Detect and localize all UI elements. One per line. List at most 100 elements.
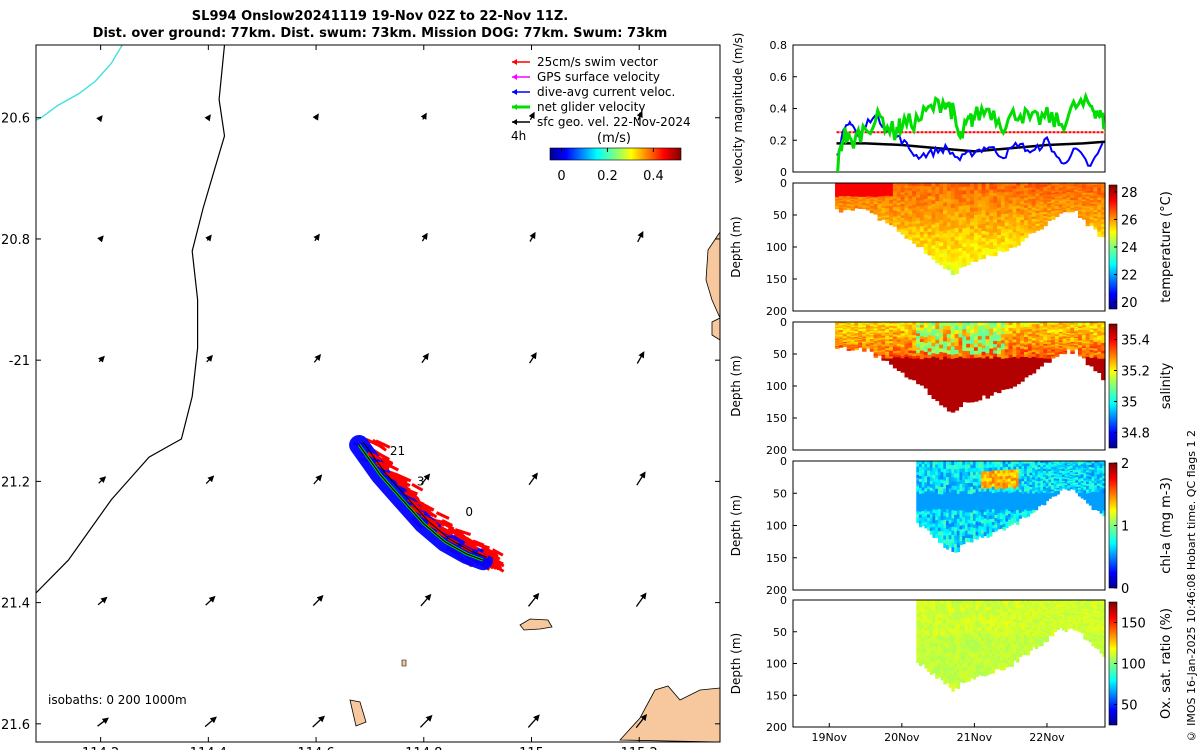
- section-cell: [954, 548, 958, 553]
- section-cell: [1064, 480, 1068, 482]
- section-cell: [1013, 483, 1017, 487]
- section-cell: [1096, 508, 1101, 511]
- section-cell: [966, 332, 971, 338]
- section-cell: [1045, 468, 1049, 471]
- section-cell: [881, 211, 886, 214]
- section-cell: [1031, 322, 1037, 325]
- section-cell: [1088, 501, 1093, 504]
- section-cell: [896, 211, 902, 215]
- section-cell: [927, 348, 933, 353]
- section-cell: [1058, 330, 1064, 333]
- section-cell: [956, 547, 961, 553]
- section-cell: [1088, 485, 1093, 488]
- section-cell: [1045, 462, 1049, 466]
- section-cell: [1058, 209, 1064, 211]
- section-cell: [956, 526, 961, 532]
- section-cell: [1070, 188, 1075, 191]
- section-cell: [954, 346, 960, 351]
- section-cell: [1024, 512, 1028, 516]
- section-cell: [1089, 192, 1095, 196]
- section-cell: [1066, 334, 1071, 336]
- section-cell: [970, 530, 974, 536]
- section-cell: [1096, 496, 1101, 500]
- section-cell: [935, 478, 939, 483]
- section-cell: [1031, 349, 1037, 353]
- section-cell: [997, 510, 1001, 514]
- section-cell: [939, 322, 944, 327]
- section-cell: [873, 207, 879, 209]
- section-cell: [1012, 226, 1017, 230]
- section-cell: [940, 464, 944, 469]
- section-cell: [1051, 194, 1056, 197]
- section-cell: [1020, 335, 1025, 339]
- section-cell: [916, 372, 921, 376]
- section-cell: [943, 183, 948, 188]
- section-cell: [994, 483, 998, 487]
- section-cell: [977, 196, 983, 201]
- section-cell: [989, 206, 994, 210]
- section-cell: [958, 183, 963, 188]
- section-cell: [1027, 355, 1033, 359]
- section-cell: [873, 352, 879, 355]
- section-cell: [1078, 349, 1083, 352]
- section-cell: [1101, 221, 1106, 225]
- section-cell: [962, 379, 967, 385]
- section-cell: [1097, 335, 1102, 339]
- section-cell: [885, 356, 890, 360]
- section-cell: [924, 461, 928, 465]
- section-cell: [1097, 347, 1102, 351]
- section-cell: [1016, 372, 1021, 376]
- section-cell: [1031, 342, 1037, 346]
- section-cell: [991, 512, 996, 517]
- section-cell: [862, 187, 867, 190]
- section-cell: [1058, 206, 1064, 209]
- section-cell: [854, 201, 859, 203]
- section-cell: [1101, 200, 1106, 203]
- section-cell: [1078, 198, 1083, 201]
- section-cell: [877, 216, 882, 219]
- swim-vector: [381, 457, 394, 465]
- section-cell: [1027, 210, 1033, 214]
- section-cell: [989, 242, 994, 247]
- section-cell: [865, 332, 871, 335]
- section-cell: [994, 524, 998, 529]
- section-cell: [1000, 242, 1006, 246]
- section-cell: [985, 370, 990, 375]
- section-cell: [846, 208, 852, 210]
- section-cell: [1043, 478, 1047, 482]
- section-cell: [838, 189, 844, 192]
- section-cell: [1047, 354, 1052, 358]
- section-cell: [1101, 187, 1106, 191]
- section-cell: [1005, 518, 1009, 523]
- section-cell: [946, 366, 952, 372]
- section-cell: [927, 479, 931, 484]
- section-cell: [1051, 207, 1056, 210]
- section-cell: [1037, 499, 1041, 503]
- section-cell: [1029, 501, 1033, 505]
- section-cell: [1070, 205, 1075, 208]
- section-cell: [1080, 467, 1084, 470]
- section-cell: [951, 506, 955, 511]
- section-cell: [842, 207, 848, 209]
- section-cell: [993, 350, 998, 355]
- section-cell: [1056, 479, 1060, 482]
- section-cell: [1058, 342, 1064, 344]
- section-cell: [1045, 470, 1049, 473]
- section-cell: [1037, 473, 1041, 476]
- section-cell: [1016, 217, 1021, 221]
- section-cell: [1043, 198, 1048, 201]
- section-cell: [1062, 186, 1068, 189]
- section-cell: [981, 499, 985, 504]
- section-cell: [986, 526, 990, 531]
- section-cell: [1097, 333, 1102, 337]
- section-cell: [916, 508, 920, 512]
- section-cell: [1093, 205, 1098, 209]
- section-cell: [1089, 211, 1095, 215]
- section-cell: [885, 197, 890, 200]
- section-cell: [924, 488, 928, 492]
- section-cell: [981, 371, 987, 376]
- section-cell: [1097, 187, 1102, 191]
- section-cell: [846, 204, 852, 207]
- section-cell: [877, 325, 882, 328]
- section-cell: [1066, 198, 1071, 201]
